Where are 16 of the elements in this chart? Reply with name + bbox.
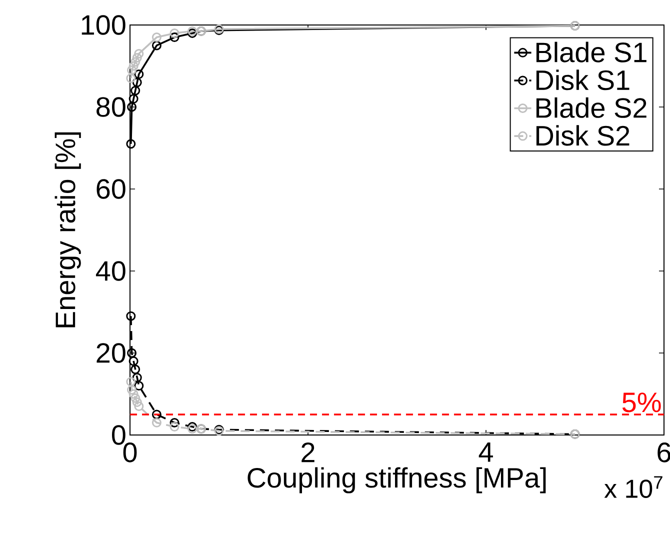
ref-line-label: 5% xyxy=(622,392,661,412)
x-tick-label: 4 xyxy=(478,442,493,462)
y-tick-label: 80 xyxy=(96,97,126,117)
y-tick-label: 100 xyxy=(82,15,126,35)
legend-label: Disk S1 xyxy=(536,70,630,90)
y-axis-title: Energy ratio [%] xyxy=(54,132,81,328)
text: x 10$^{7}$ xyxy=(604,476,662,498)
x-tick-label: 2 xyxy=(302,442,314,462)
legend-label: Blade S2 xyxy=(536,97,646,118)
y-tick-label: 0 xyxy=(112,425,126,445)
legend-label: Disk S2 xyxy=(536,125,630,146)
y-tick-label: 60 xyxy=(96,179,126,199)
y-tick-label: 40 xyxy=(96,261,126,281)
x-axis-title: Coupling stiffness [MPa] xyxy=(248,467,546,494)
legend-label: Blade S1 xyxy=(536,42,646,62)
y-tick-label: 20 xyxy=(96,343,126,363)
